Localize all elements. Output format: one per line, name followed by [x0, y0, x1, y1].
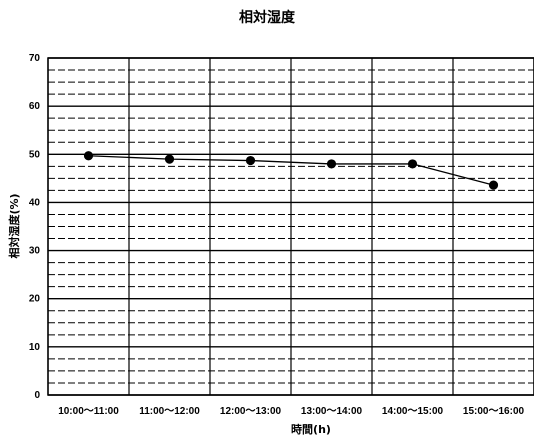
- chart-title: 相対湿度: [239, 9, 296, 26]
- x-axis-label: 時間(h): [291, 422, 331, 436]
- data-point: [164, 154, 175, 164]
- data-point: [488, 180, 499, 190]
- y-tick-label: 60: [29, 101, 41, 112]
- y-tick-label: 50: [29, 149, 41, 160]
- data-point: [245, 155, 256, 166]
- x-tick-label: 14:00～15:00: [382, 406, 444, 417]
- y-tick-label: 70: [29, 53, 41, 64]
- data-point: [407, 159, 418, 169]
- x-tick-label: 12:00～13:00: [220, 406, 282, 417]
- x-tick-label: 11:00～12:00: [139, 406, 200, 417]
- y-axis-label: 相対湿度(%): [7, 193, 21, 258]
- chart-axes: [47, 57, 534, 396]
- data-point: [326, 159, 337, 169]
- y-tick-label: 10: [29, 342, 41, 353]
- chart-grid: [47, 57, 534, 396]
- x-tick-label: 10:00～11:00: [58, 406, 119, 417]
- data-point: [83, 151, 94, 161]
- plot-border: [47, 57, 534, 396]
- x-tick-labels: 10:00～11:00 11:00～12:00 12:00～13:00 13:00～1…: [58, 406, 524, 417]
- y-tick-label: 20: [29, 294, 41, 305]
- x-tick-label: 15:00～16:00: [463, 406, 525, 417]
- series-group: [83, 151, 499, 190]
- y-tick-label: 30: [29, 246, 41, 257]
- x-tick-label: 13:00～14:00: [301, 406, 363, 417]
- y-tick-label: 40: [29, 197, 41, 208]
- y-tick-labels: 0 10 20 30 40 50 60 70: [29, 53, 41, 401]
- y-tick-label: 0: [34, 390, 40, 401]
- series-line: [88, 155, 494, 186]
